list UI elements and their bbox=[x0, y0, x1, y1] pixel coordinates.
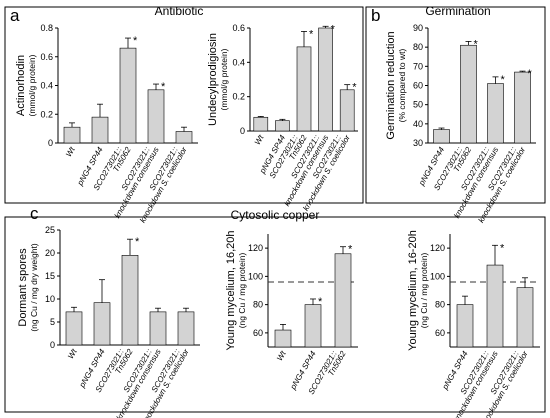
bar bbox=[149, 311, 167, 346]
significance-star: * bbox=[161, 81, 166, 93]
bar bbox=[177, 311, 195, 346]
significance-star: * bbox=[352, 82, 357, 94]
bar bbox=[456, 304, 474, 348]
panel-b-title: Germination bbox=[425, 4, 490, 18]
panel-a-letter: a bbox=[10, 6, 20, 25]
significance-star: * bbox=[348, 244, 353, 256]
bar bbox=[514, 71, 531, 144]
y-tick-label: 25 bbox=[45, 225, 55, 235]
y-tick-label: 0.6 bbox=[232, 23, 245, 33]
y-axis-label: Actinorhodin bbox=[15, 55, 27, 116]
bar bbox=[339, 89, 355, 132]
panel-a-frame bbox=[4, 6, 364, 204]
bar bbox=[119, 47, 137, 144]
y-axis-sublabel: (ng Cu / mg protein) bbox=[237, 253, 247, 329]
y-axis-label: Germination reduction bbox=[385, 31, 397, 139]
panel-c-frame bbox=[4, 216, 546, 413]
chart-young_mycelium_knockdown: 60 80 100 120 Young mycelium, 16-20h (ng Cu /… bbox=[407, 230, 540, 418]
y-axis-sublabel: (% compared to wt) bbox=[397, 48, 407, 122]
y-tick-label: 0 bbox=[240, 126, 245, 136]
x-tick-label: Wt bbox=[253, 133, 266, 147]
y-tick-label: 80 bbox=[435, 300, 445, 310]
y-axis-sublabel: (ng Cu / mg dry weight) bbox=[29, 243, 39, 332]
significance-star: * bbox=[309, 28, 314, 40]
y-tick-label: 80 bbox=[253, 300, 263, 310]
y-tick-label: 30 bbox=[413, 138, 423, 148]
y-tick-label: 60 bbox=[413, 81, 423, 91]
y-tick-label: 120 bbox=[248, 243, 263, 253]
y-tick-label: 15 bbox=[45, 271, 55, 281]
significance-star: * bbox=[528, 68, 533, 80]
chart-germination: 30 40 50 60 70 80 90 Germination reduction (% co… bbox=[385, 23, 536, 224]
y-tick-label: 0 bbox=[48, 138, 53, 148]
x-tick-label: Wt bbox=[64, 145, 77, 159]
y-axis-sublabel: (ng Cu / mg protein) bbox=[419, 253, 429, 329]
x-tick-label: Wt bbox=[66, 347, 79, 361]
y-axis-sublabel: (mmol/g protein) bbox=[219, 48, 229, 110]
bar bbox=[516, 287, 534, 348]
y-axis-label: Dormant spores bbox=[17, 248, 29, 327]
bar bbox=[460, 44, 477, 144]
y-axis-label: Young mycelium, 16-20h bbox=[407, 230, 419, 351]
significance-star: * bbox=[318, 296, 323, 308]
y-tick-label: 40 bbox=[413, 119, 423, 129]
x-tick-label: Wt bbox=[275, 349, 288, 363]
y-tick-label: 0.2 bbox=[232, 92, 245, 102]
bar bbox=[63, 126, 81, 144]
chart-actinorhodin: 0 0.2 0.4 0.6 0.8 Actinorhodin (mmol/g protein… bbox=[15, 23, 198, 224]
y-tick-label: 60 bbox=[253, 328, 263, 338]
panel-b-frame bbox=[365, 6, 546, 204]
significance-star: * bbox=[135, 236, 140, 248]
significance-star: * bbox=[331, 23, 336, 35]
bar bbox=[304, 304, 322, 348]
y-tick-label: 0.4 bbox=[40, 81, 53, 91]
bar bbox=[175, 131, 193, 144]
significance-star: * bbox=[501, 74, 506, 86]
y-tick-label: 100 bbox=[248, 271, 263, 281]
y-tick-label: 5 bbox=[50, 317, 55, 327]
bar bbox=[147, 89, 165, 144]
chart-undecylprodigiosin: 0 0.2 0.4 0.6 Undecylprodigiosin (mmol/g prot… bbox=[207, 23, 358, 212]
significance-star: * bbox=[474, 38, 479, 50]
panel-c-title: Cytosolic copper bbox=[231, 208, 320, 222]
bar bbox=[334, 253, 352, 348]
y-tick-label: 0.6 bbox=[40, 52, 53, 62]
bar bbox=[296, 46, 312, 132]
significance-star: * bbox=[133, 35, 138, 47]
y-tick-label: 0.4 bbox=[232, 57, 245, 67]
y-tick-label: 0.2 bbox=[40, 109, 53, 119]
bar bbox=[91, 116, 109, 144]
significance-star: * bbox=[500, 242, 505, 254]
bar bbox=[274, 329, 292, 348]
y-tick-label: 120 bbox=[430, 243, 445, 253]
y-tick-label: 0.8 bbox=[40, 23, 53, 33]
y-tick-label: 70 bbox=[413, 61, 423, 71]
bar bbox=[318, 27, 333, 132]
bar bbox=[253, 116, 269, 132]
chart-young_mycelium_tn5062: 60 80 100 120 Young mycelium, 16,20h (ng Cu /… bbox=[225, 230, 358, 396]
y-tick-label: 90 bbox=[413, 23, 423, 33]
y-tick-label: 10 bbox=[45, 294, 55, 304]
bar bbox=[65, 311, 83, 346]
y-tick-label: 50 bbox=[413, 100, 423, 110]
bar bbox=[121, 255, 139, 346]
chart-dormant_spores: 0 5 10 15 20 25 Dormant spores (ng Cu / mg dry … bbox=[17, 225, 200, 418]
y-tick-label: 80 bbox=[413, 42, 423, 52]
y-tick-label: 0 bbox=[50, 340, 55, 350]
panel-c-letter: c bbox=[30, 204, 39, 223]
bar bbox=[93, 302, 111, 346]
y-tick-label: 60 bbox=[435, 328, 445, 338]
panel-a-title: Antibiotic bbox=[155, 4, 204, 18]
y-axis-label: Undecylprodigiosin bbox=[207, 33, 219, 126]
bar bbox=[275, 120, 290, 132]
bar bbox=[487, 83, 504, 144]
panel-b-letter: b bbox=[371, 6, 380, 25]
y-tick-label: 100 bbox=[430, 271, 445, 281]
y-axis-label: Young mycelium, 16,20h bbox=[225, 230, 237, 350]
y-tick-label: 20 bbox=[45, 248, 55, 258]
y-axis-sublabel: (mmol/g protein) bbox=[27, 54, 37, 116]
bar bbox=[486, 264, 504, 348]
bar bbox=[433, 129, 450, 144]
